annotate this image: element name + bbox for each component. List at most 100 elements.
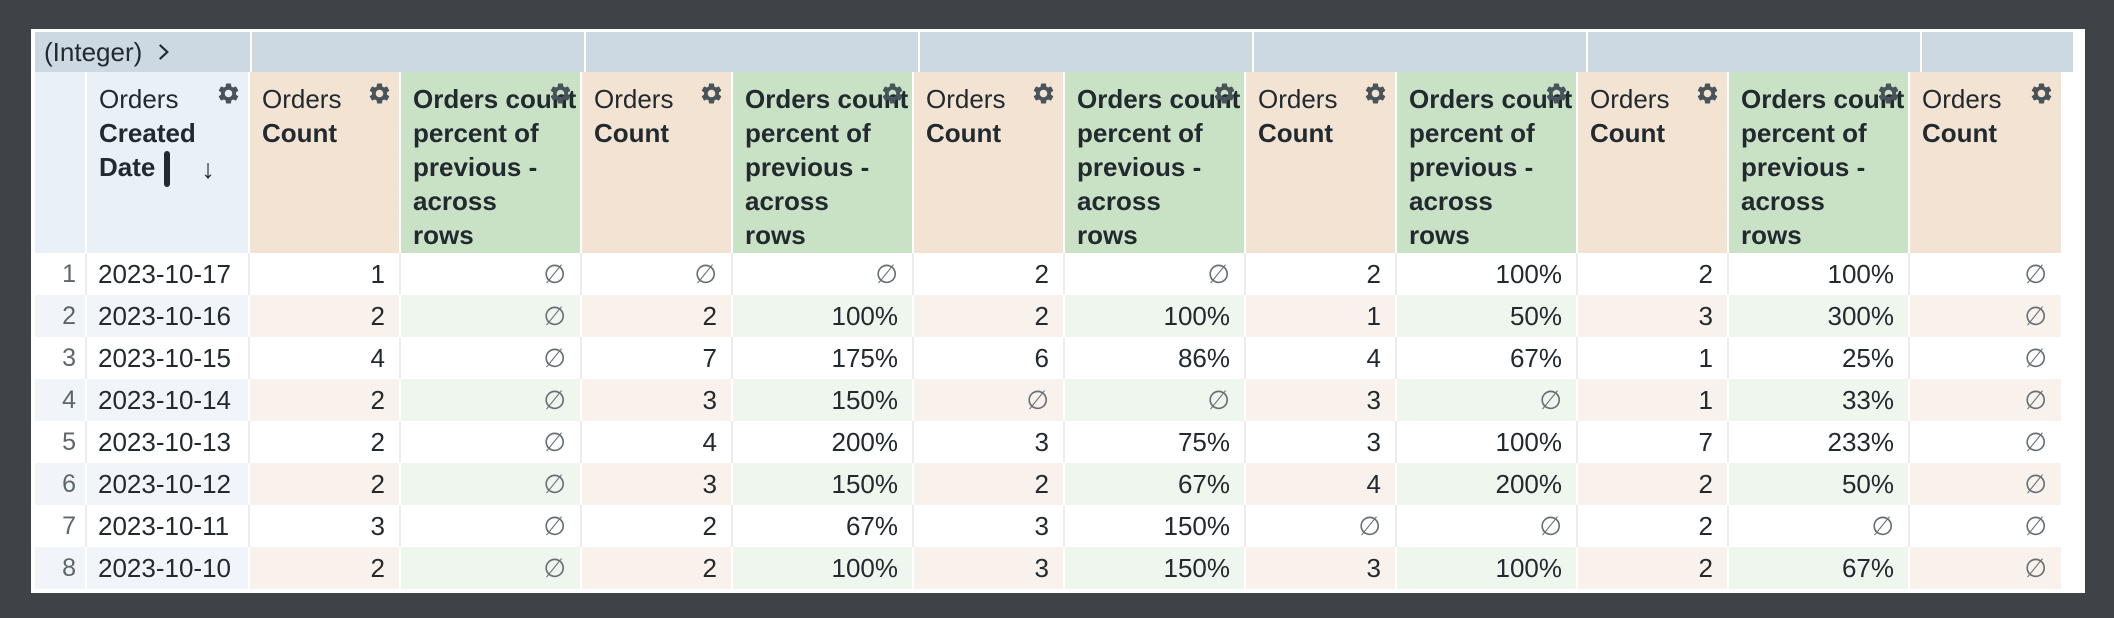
- percent-of-previous-cell[interactable]: 100%: [733, 547, 914, 589]
- orders-count-cell[interactable]: 3: [914, 547, 1065, 589]
- date-cell[interactable]: 2023-10-12: [87, 463, 250, 505]
- percent-of-previous-cell[interactable]: ∅: [1397, 379, 1578, 421]
- orders-count-cell[interactable]: 3: [1578, 295, 1729, 337]
- gear-icon[interactable]: [1544, 81, 1569, 106]
- gear-icon[interactable]: [1212, 81, 1237, 106]
- orders-count-cell[interactable]: 3: [582, 463, 733, 505]
- percent-of-previous-cell[interactable]: 233%: [1729, 421, 1910, 463]
- percent-of-previous-cell[interactable]: ∅: [401, 463, 582, 505]
- gear-icon[interactable]: [2029, 81, 2054, 106]
- date-cell[interactable]: 2023-10-13: [87, 421, 250, 463]
- gear-icon[interactable]: [548, 81, 573, 106]
- orders-count-cell[interactable]: 2: [914, 295, 1065, 337]
- column-header-orders-count-percent-of-previous[interactable]: Orders count percent of previous - acros…: [733, 72, 914, 253]
- percent-of-previous-cell[interactable]: ∅: [401, 337, 582, 379]
- column-header-orders-count-percent-of-previous[interactable]: Orders count percent of previous - acros…: [1729, 72, 1910, 253]
- orders-count-cell[interactable]: 3: [582, 379, 733, 421]
- orders-count-cell[interactable]: ∅: [1910, 379, 2061, 421]
- date-cell[interactable]: 2023-10-14: [87, 379, 250, 421]
- orders-count-cell[interactable]: 2: [1578, 547, 1729, 589]
- orders-count-cell[interactable]: ∅: [914, 379, 1065, 421]
- orders-count-cell[interactable]: 2: [250, 421, 401, 463]
- column-header-orders-count[interactable]: Orders Count: [1910, 72, 2061, 253]
- column-header-orders-count[interactable]: Orders Count: [914, 72, 1065, 253]
- date-cell[interactable]: 2023-10-15: [87, 337, 250, 379]
- percent-of-previous-cell[interactable]: 100%: [1065, 295, 1246, 337]
- percent-of-previous-cell[interactable]: 200%: [1397, 463, 1578, 505]
- percent-of-previous-cell[interactable]: 25%: [1729, 337, 1910, 379]
- orders-count-cell[interactable]: 2: [914, 463, 1065, 505]
- gear-icon[interactable]: [1876, 81, 1901, 106]
- gear-icon[interactable]: [1031, 81, 1056, 106]
- pivot-value-cell[interactable]: [920, 32, 1254, 72]
- orders-count-cell[interactable]: 3: [1246, 421, 1397, 463]
- percent-of-previous-cell[interactable]: 67%: [733, 505, 914, 547]
- percent-of-previous-cell[interactable]: ∅: [1065, 253, 1246, 295]
- date-cell[interactable]: 2023-10-11: [87, 505, 250, 547]
- orders-count-cell[interactable]: 6: [914, 337, 1065, 379]
- orders-count-cell[interactable]: 1: [250, 253, 401, 295]
- percent-of-previous-cell[interactable]: 100%: [1397, 547, 1578, 589]
- pivot-value-cell[interactable]: [1922, 32, 2073, 72]
- percent-of-previous-cell[interactable]: 67%: [1397, 337, 1578, 379]
- gear-icon[interactable]: [1695, 81, 1720, 106]
- column-header-orders-count[interactable]: Orders Count: [250, 72, 401, 253]
- percent-of-previous-cell[interactable]: 300%: [1729, 295, 1910, 337]
- orders-count-cell[interactable]: 1: [1246, 295, 1397, 337]
- percent-of-previous-cell[interactable]: 100%: [1729, 253, 1910, 295]
- orders-count-cell[interactable]: 2: [1246, 253, 1397, 295]
- gear-icon[interactable]: [880, 81, 905, 106]
- gear-icon[interactable]: [1363, 81, 1388, 106]
- percent-of-previous-cell[interactable]: 150%: [1065, 547, 1246, 589]
- orders-count-cell[interactable]: 2: [1578, 463, 1729, 505]
- orders-count-cell[interactable]: 1: [1578, 379, 1729, 421]
- column-header-orders-count[interactable]: Orders Count: [1578, 72, 1729, 253]
- orders-count-cell[interactable]: 3: [914, 505, 1065, 547]
- date-cell[interactable]: 2023-10-17: [87, 253, 250, 295]
- orders-count-cell[interactable]: 2: [250, 295, 401, 337]
- orders-count-cell[interactable]: 1: [1578, 337, 1729, 379]
- orders-count-cell[interactable]: 2: [1578, 505, 1729, 547]
- orders-count-cell[interactable]: 2: [1578, 253, 1729, 295]
- column-header-orders-count-percent-of-previous[interactable]: Orders count percent of previous - acros…: [401, 72, 582, 253]
- orders-count-cell[interactable]: ∅: [1246, 505, 1397, 547]
- percent-of-previous-cell[interactable]: 175%: [733, 337, 914, 379]
- column-header-orders-created-date[interactable]: Orders Created Date ↓: [87, 72, 250, 253]
- orders-count-cell[interactable]: ∅: [1910, 505, 2061, 547]
- orders-count-cell[interactable]: 2: [582, 505, 733, 547]
- percent-of-previous-cell[interactable]: ∅: [401, 253, 582, 295]
- column-header-orders-count-percent-of-previous[interactable]: Orders count percent of previous - acros…: [1065, 72, 1246, 253]
- date-cell[interactable]: 2023-10-10: [87, 547, 250, 589]
- orders-count-cell[interactable]: ∅: [1910, 337, 2061, 379]
- percent-of-previous-cell[interactable]: 100%: [1397, 421, 1578, 463]
- pivot-value-cell[interactable]: [252, 32, 586, 72]
- orders-count-cell[interactable]: ∅: [1910, 463, 2061, 505]
- percent-of-previous-cell[interactable]: ∅: [401, 379, 582, 421]
- percent-of-previous-cell[interactable]: 200%: [733, 421, 914, 463]
- percent-of-previous-cell[interactable]: 150%: [1065, 505, 1246, 547]
- orders-count-cell[interactable]: ∅: [1910, 295, 2061, 337]
- orders-count-cell[interactable]: 2: [250, 379, 401, 421]
- orders-count-cell[interactable]: 2: [250, 547, 401, 589]
- percent-of-previous-cell[interactable]: ∅: [733, 253, 914, 295]
- orders-count-cell[interactable]: ∅: [582, 253, 733, 295]
- orders-count-cell[interactable]: 2: [250, 463, 401, 505]
- orders-count-cell[interactable]: 3: [1246, 547, 1397, 589]
- percent-of-previous-cell[interactable]: 67%: [1729, 547, 1910, 589]
- percent-of-previous-cell[interactable]: 50%: [1729, 463, 1910, 505]
- orders-count-cell[interactable]: 3: [1246, 379, 1397, 421]
- percent-of-previous-cell[interactable]: ∅: [401, 421, 582, 463]
- orders-count-cell[interactable]: 4: [1246, 337, 1397, 379]
- orders-count-cell[interactable]: 2: [582, 547, 733, 589]
- percent-of-previous-cell[interactable]: 150%: [733, 463, 914, 505]
- gear-icon[interactable]: [699, 81, 724, 106]
- orders-count-cell[interactable]: 2: [914, 253, 1065, 295]
- orders-count-cell[interactable]: 7: [1578, 421, 1729, 463]
- orders-count-cell[interactable]: 2: [582, 295, 733, 337]
- percent-of-previous-cell[interactable]: ∅: [401, 547, 582, 589]
- percent-of-previous-cell[interactable]: 50%: [1397, 295, 1578, 337]
- pivot-value-cell[interactable]: [586, 32, 920, 72]
- chevron-right-icon[interactable]: [150, 39, 176, 65]
- percent-of-previous-cell[interactable]: 75%: [1065, 421, 1246, 463]
- percent-of-previous-cell[interactable]: 67%: [1065, 463, 1246, 505]
